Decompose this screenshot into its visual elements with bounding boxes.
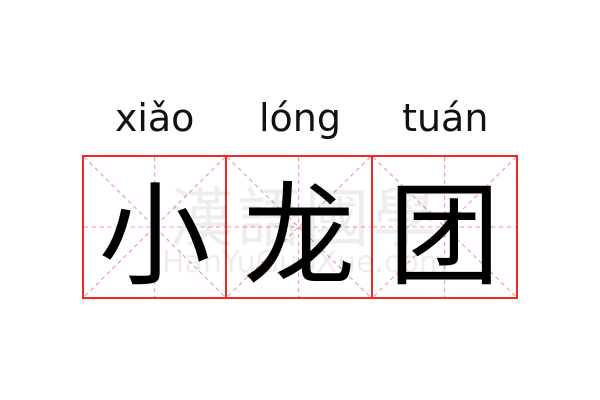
pinyin-2: lóng [258, 96, 341, 140]
character-2: 龙 [242, 172, 355, 302]
grid-guides [84, 157, 226, 297]
grid-cell-3: 团 [372, 155, 518, 302]
grid-cell-2: 龙 [227, 155, 373, 302]
grid-guides [372, 157, 516, 297]
grid-guides [227, 157, 371, 297]
grid-cell-1: 小 [82, 155, 228, 302]
pinyin-row: xiǎo lóng tuán [82, 92, 518, 144]
character-1: 小 [98, 172, 211, 302]
watermark-chinese: 漢語國學 [169, 183, 441, 257]
pinyin-1: xiǎo [114, 96, 195, 140]
watermark-latin: HanYuGuoXue.com [161, 245, 449, 280]
pinyin-3: tuán [402, 96, 489, 140]
character-3: 团 [388, 172, 501, 302]
character-grid: 小 龙 团 [82, 155, 518, 302]
